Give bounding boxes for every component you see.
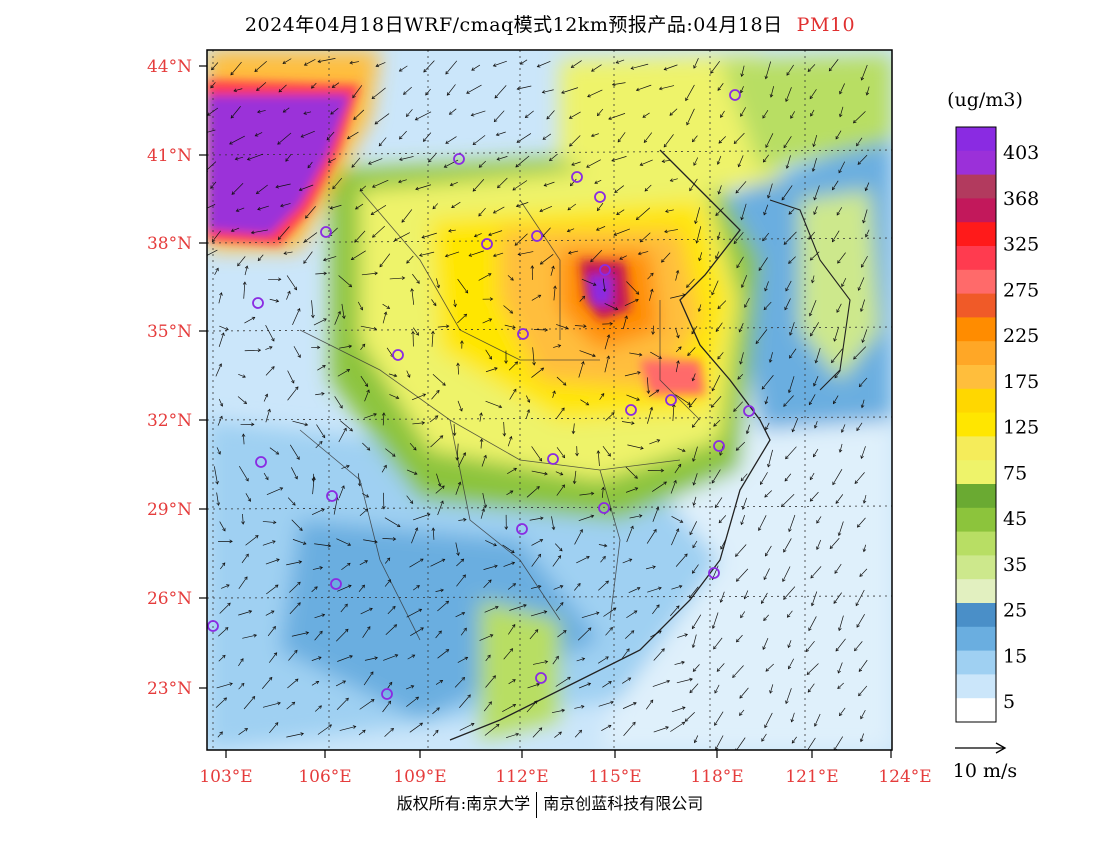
colorbar-swatch: [956, 436, 996, 461]
colorbar-label: 125: [1003, 417, 1039, 439]
footer: 版权所有:南京大学 南京创蓝科技有限公司: [0, 790, 1100, 818]
map-title: 2024年04月18日WRF/cmaq模式12km预报产品:04月18日 PM10: [0, 10, 1100, 37]
longitude-labels: 103°E 106°E 109°E 112°E 115°E 118°E 121°E 124°E: [199, 767, 931, 787]
map-field: [207, 50, 892, 750]
city-marker: [743, 405, 755, 417]
lon-label: 115°E: [588, 767, 641, 787]
colorbar-swatch: [956, 460, 996, 485]
city-marker: [255, 456, 267, 468]
footer-separator: [536, 791, 538, 818]
city-marker: [594, 191, 606, 203]
colorbar-label: 15: [1003, 645, 1027, 667]
colorbar-label: 25: [1003, 600, 1027, 622]
colorbar: [955, 126, 997, 723]
city-marker: [599, 264, 611, 276]
colorbar-swatch: [956, 650, 996, 675]
colorbar-swatch: [956, 246, 996, 271]
colorbar-swatch: [956, 507, 996, 533]
units-label: (ug/m3): [947, 89, 1023, 111]
colorbar-swatch: [956, 531, 996, 556]
city-marker: [481, 238, 493, 250]
wind-reference-label: 10 m/s: [953, 760, 1017, 782]
colorbar-swatch: [956, 127, 996, 152]
lat-label: 44°N: [147, 57, 192, 77]
colorbar-swatch: [956, 674, 996, 699]
colorbar-swatch: [956, 388, 996, 414]
colorbar-swatch: [956, 341, 996, 366]
city-markers: [207, 89, 755, 700]
colorbar-swatch: [956, 150, 996, 176]
lon-label: 103°E: [199, 767, 252, 787]
lon-label: 118°E: [690, 767, 743, 787]
colorbar-swatch: [956, 579, 996, 604]
city-marker: [598, 502, 610, 514]
colorbar-label: 75: [1003, 462, 1027, 484]
footer-right: 南京创蓝科技有限公司: [543, 794, 704, 813]
city-marker: [330, 578, 342, 590]
city-marker: [729, 89, 741, 101]
city-marker: [625, 404, 637, 416]
lat-label: 29°N: [147, 500, 192, 520]
colorbar-swatch: [956, 174, 996, 199]
lon-label: 109°E: [393, 767, 446, 787]
variable-label: PM10: [796, 14, 856, 36]
colorbar-swatch: [956, 626, 996, 652]
city-marker: [535, 672, 547, 684]
city-marker: [713, 440, 725, 452]
city-marker: [531, 230, 543, 242]
lat-label: 23°N: [147, 679, 192, 699]
colorbar-swatch: [956, 317, 996, 342]
lon-label: 112°E: [495, 767, 548, 787]
city-marker: [708, 567, 720, 579]
city-marker: [665, 394, 677, 406]
city-marker: [517, 328, 529, 340]
lat-label: 38°N: [147, 234, 192, 254]
city-marker: [381, 688, 393, 700]
lat-label: 26°N: [147, 589, 192, 609]
lat-label: 41°N: [147, 146, 192, 166]
wind-reference: 10 m/s: [953, 742, 1017, 782]
city-marker: [207, 620, 219, 632]
colorbar-swatch: [956, 412, 996, 437]
lon-label: 106°E: [298, 767, 351, 787]
colorbar-swatch: [956, 698, 996, 723]
city-marker: [516, 523, 528, 535]
lat-label: 35°N: [147, 322, 192, 342]
colorbar-swatch: [956, 484, 996, 509]
city-marker: [453, 153, 465, 165]
wind-vectors: [207, 58, 870, 750]
map-frame: [206, 49, 893, 751]
colorbar-swatch: [956, 222, 996, 247]
lon-label: 121°E: [785, 767, 838, 787]
colorbar-label: 5: [1003, 691, 1015, 713]
colorbar-label: 35: [1003, 554, 1027, 576]
colorbar-swatch: [956, 365, 996, 390]
colorbar-swatch: [956, 269, 996, 295]
city-marker: [326, 490, 338, 502]
city-marker: [392, 349, 404, 361]
city-marker: [547, 453, 559, 465]
footer-left: 版权所有:南京大学: [396, 794, 531, 813]
colorbar-labels: 403 368 325 275 225 175 125 75 45 35 25 15 5: [1003, 142, 1039, 713]
colorbar-swatch: [956, 555, 996, 580]
city-marker: [571, 171, 583, 183]
colorbar-label: 225: [1003, 325, 1039, 347]
colorbar-label: 275: [1003, 279, 1039, 301]
lon-label: 124°E: [878, 767, 931, 787]
latitude-labels: 44°N 41°N 38°N 35°N 32°N 29°N 26°N 23°N: [147, 57, 192, 699]
city-marker: [252, 297, 264, 309]
colorbar-swatch: [956, 603, 996, 628]
colorbar-label: 175: [1003, 371, 1039, 393]
lat-label: 32°N: [147, 411, 192, 431]
city-marker: [320, 226, 332, 238]
colorbar-label: 45: [1003, 508, 1027, 530]
colorbar-label: 403: [1003, 142, 1039, 164]
colorbar-swatch: [956, 293, 996, 318]
colorbar-label: 325: [1003, 234, 1039, 256]
colorbar-swatch: [956, 198, 996, 223]
colorbar-label: 368: [1003, 188, 1039, 210]
title-text: 2024年04月18日WRF/cmaq模式12km预报产品:04月18日: [244, 14, 783, 36]
